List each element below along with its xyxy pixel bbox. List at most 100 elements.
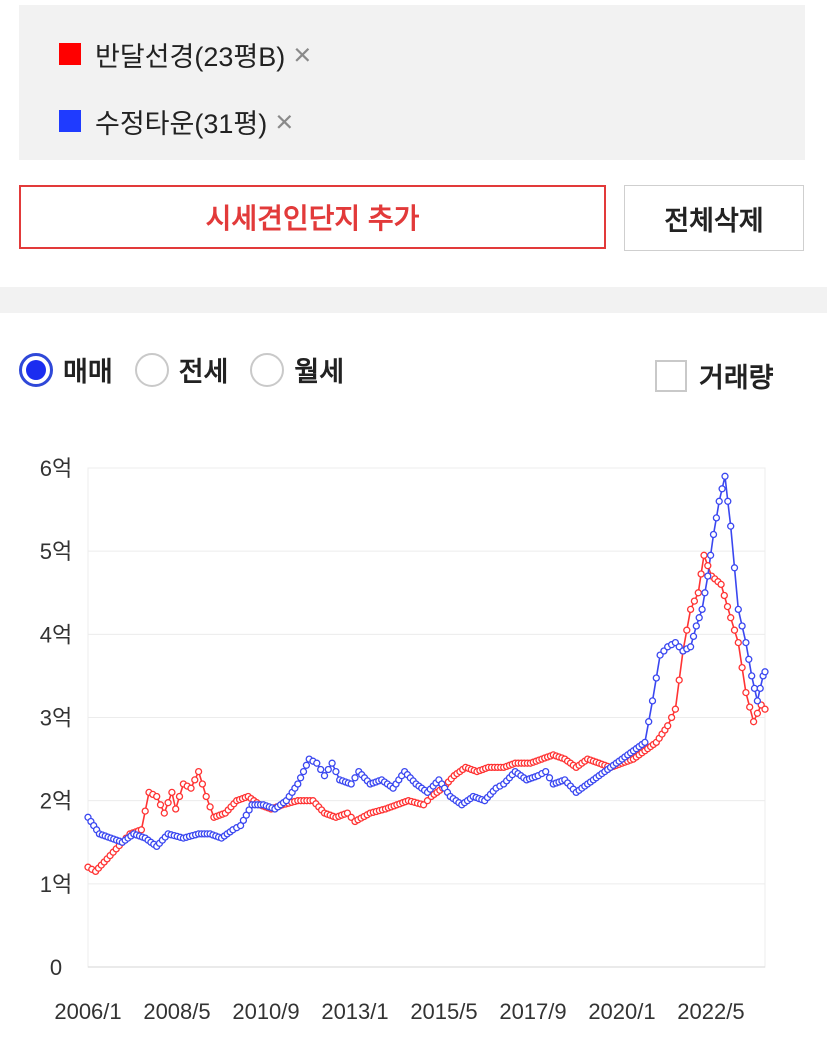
data-point (545, 774, 554, 782)
add-compare-complex-button[interactable]: 시세견인단지 추가 (19, 185, 606, 249)
data-point (697, 570, 705, 578)
compare-item-sujeong: 수정타운(31평) × (59, 101, 293, 141)
data-point (721, 472, 729, 480)
radio-label: 매매 (63, 357, 113, 387)
x-tick-label: 2015/5 (410, 999, 477, 1024)
volume-toggle[interactable]: 거래량 (655, 356, 774, 395)
data-point (718, 485, 726, 493)
radio-selected-icon[interactable] (19, 352, 53, 387)
data-point (175, 792, 184, 801)
data-point (753, 709, 762, 717)
data-point (734, 638, 742, 647)
data-point (724, 497, 732, 505)
data-point (742, 688, 750, 697)
data-point (704, 572, 712, 580)
data-point (690, 597, 699, 605)
x-tick-label: 2020/1 (588, 999, 655, 1024)
data-point (206, 803, 214, 811)
data-point (738, 622, 746, 630)
data-point (141, 807, 149, 815)
close-icon[interactable]: × (293, 36, 312, 72)
data-point (299, 767, 308, 776)
radio-unselected-icon[interactable] (134, 352, 169, 387)
x-tick-label: 2013/1 (321, 999, 388, 1024)
data-point (198, 780, 207, 788)
data-point (296, 774, 305, 782)
clear-all-button[interactable]: 전체삭제 (624, 185, 804, 251)
compare-item-bandal: 반달선경(23평B) × (59, 34, 311, 74)
radio-label: 월세 (294, 357, 345, 387)
data-point (709, 530, 718, 539)
x-tick-label: 2017/9 (499, 999, 566, 1024)
data-point (194, 767, 203, 776)
y-tick-label: 5억 (40, 539, 72, 564)
data-point (302, 761, 311, 769)
data-point (706, 551, 715, 559)
data-point (317, 765, 325, 774)
compare-list: 반달선경(23평B) × 수정타운(31평) × (19, 5, 805, 160)
data-point (313, 759, 321, 767)
data-point (727, 522, 735, 530)
close-icon[interactable]: × (275, 103, 294, 139)
data-point (761, 668, 769, 676)
data-point (701, 589, 709, 597)
data-point (717, 580, 725, 589)
data-point (695, 614, 703, 622)
y-tick-label: 0 (50, 955, 62, 980)
y-tick-label: 4억 (40, 622, 72, 647)
data-point (704, 562, 712, 570)
series-lines (87, 475, 766, 873)
data-point (160, 809, 168, 817)
radio-unselected-icon[interactable] (250, 352, 285, 387)
data-point (320, 772, 329, 780)
x-axis-labels: 2006/1 2008/5 2010/9 2013/1 2015/5 2017/9 2020… (54, 999, 744, 1024)
y-tick-label: 6억 (40, 456, 72, 481)
data-point (694, 589, 702, 597)
data-point (667, 713, 676, 722)
data-point (675, 676, 683, 684)
y-tick-label: 2억 (40, 789, 72, 814)
data-point (748, 672, 756, 680)
data-point (749, 718, 758, 726)
x-tick-label: 2006/1 (54, 999, 121, 1024)
deal-type-radio-group: 매매 전세 월세 (19, 350, 366, 389)
data-point (720, 591, 728, 600)
data-point (137, 826, 146, 834)
data-point (730, 564, 739, 572)
data-point (168, 788, 176, 797)
y-axis-labels: 0 1억 2억 3억 4억 5억 6억 (40, 456, 72, 980)
data-point (686, 605, 695, 614)
series-color-swatch (59, 43, 81, 65)
section-divider (0, 287, 827, 313)
data-point (164, 799, 172, 807)
data-point (723, 602, 732, 611)
radio-monthly-rent[interactable]: 월세 (250, 350, 344, 389)
data-point (698, 605, 706, 614)
data-point (689, 632, 698, 641)
data-point (734, 605, 742, 614)
data-point (727, 614, 735, 622)
series-color-swatch (59, 110, 81, 132)
series-line-0 (87, 554, 766, 873)
data-point (715, 497, 723, 505)
data-point (202, 792, 210, 801)
checkbox-icon[interactable] (655, 359, 687, 392)
data-point (700, 551, 708, 559)
x-tick-label: 2008/5 (143, 999, 210, 1024)
data-point (683, 626, 691, 634)
volume-label: 거래량 (699, 363, 774, 393)
compare-item-label: 반달선경(23평B) (95, 41, 286, 72)
data-point (692, 622, 700, 630)
radio-jeonse[interactable]: 전세 (134, 350, 228, 389)
data-point (745, 655, 753, 663)
data-point (324, 765, 332, 774)
data-point (187, 784, 195, 792)
data-point (542, 767, 550, 776)
data-point (332, 767, 340, 776)
data-point (153, 792, 161, 801)
data-point (641, 738, 649, 747)
data-point (664, 722, 672, 730)
radio-sale[interactable]: 매매 (19, 350, 113, 389)
data-point (753, 697, 762, 705)
data-point (756, 684, 764, 693)
